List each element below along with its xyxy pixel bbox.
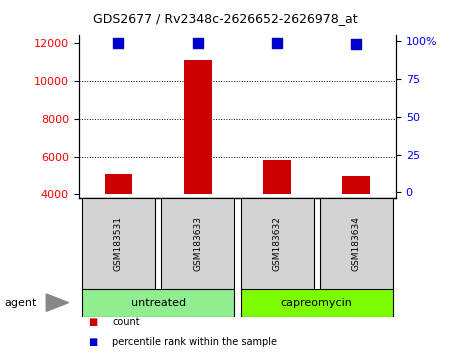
Bar	[161, 198, 234, 289]
Text: GSM183531: GSM183531	[114, 216, 123, 271]
Point	[115, 40, 122, 46]
Bar	[263, 160, 291, 194]
Point	[274, 40, 281, 46]
Bar	[342, 176, 370, 194]
Polygon shape	[46, 294, 68, 312]
Bar	[320, 198, 393, 289]
Text: GSM183632: GSM183632	[273, 216, 282, 271]
Bar	[241, 198, 314, 289]
Point	[194, 40, 201, 46]
Bar	[241, 289, 393, 317]
Text: capreomycin: capreomycin	[281, 298, 353, 308]
Text: GDS2677 / Rv2348c-2626652-2626978_at: GDS2677 / Rv2348c-2626652-2626978_at	[93, 12, 357, 25]
Text: GSM183634: GSM183634	[352, 216, 361, 271]
Text: count: count	[112, 317, 140, 327]
Text: ■: ■	[88, 317, 97, 327]
Text: untreated: untreated	[130, 298, 185, 308]
Text: percentile rank within the sample: percentile rank within the sample	[112, 337, 278, 347]
Text: agent: agent	[4, 298, 37, 308]
Bar	[82, 289, 234, 317]
Text: ■: ■	[88, 337, 97, 347]
Bar	[104, 173, 132, 194]
Text: GSM183633: GSM183633	[193, 216, 202, 271]
Bar	[184, 60, 211, 194]
Point	[353, 42, 360, 47]
Bar	[82, 198, 155, 289]
